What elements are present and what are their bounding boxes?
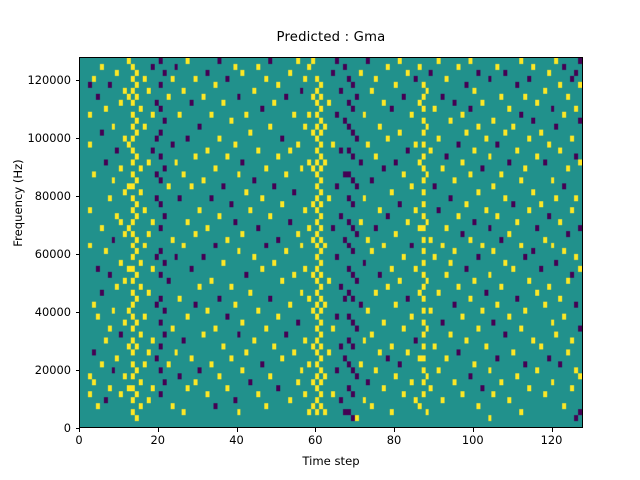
y-tick-mark xyxy=(75,428,79,429)
x-tick-mark xyxy=(551,428,553,432)
x-tick-label: 120 xyxy=(540,433,563,447)
x-tick-mark xyxy=(472,428,474,432)
y-tick-label: 40000 xyxy=(34,305,71,320)
y-tick-mark xyxy=(75,196,79,198)
x-tick-mark xyxy=(157,428,159,432)
y-axis-label: Frequency (Hz) xyxy=(11,159,25,247)
heatmap-image xyxy=(80,58,582,427)
heatmap-axes xyxy=(79,57,583,428)
y-tick-label: 0 xyxy=(63,421,71,435)
x-tick-mark xyxy=(394,428,395,432)
y-tick-mark xyxy=(75,80,79,82)
y-tick-mark xyxy=(75,312,79,314)
x-tick-mark xyxy=(315,428,317,432)
x-tick-mark xyxy=(79,428,80,432)
y-tick-label: 100000 xyxy=(27,131,71,146)
y-tick-label: 80000 xyxy=(34,189,71,204)
x-tick-label: 0 xyxy=(75,433,83,447)
x-tick-label: 100 xyxy=(461,433,484,447)
y-tick-mark xyxy=(75,138,79,140)
x-tick-label: 40 xyxy=(229,433,244,447)
x-tick-label: 20 xyxy=(150,433,166,447)
y-tick-mark xyxy=(75,254,79,256)
y-tick-label: 120000 xyxy=(27,73,71,88)
x-tick-mark xyxy=(236,428,238,432)
y-tick-label: 60000 xyxy=(34,247,71,262)
x-tick-label: 60 xyxy=(308,433,323,447)
page-title: Predicted : Gma xyxy=(276,30,386,45)
y-tick-mark xyxy=(75,370,79,372)
y-tick-label: 20000 xyxy=(34,363,71,378)
x-axis-label: Time step xyxy=(302,454,360,468)
x-tick-label: 80 xyxy=(386,433,402,447)
